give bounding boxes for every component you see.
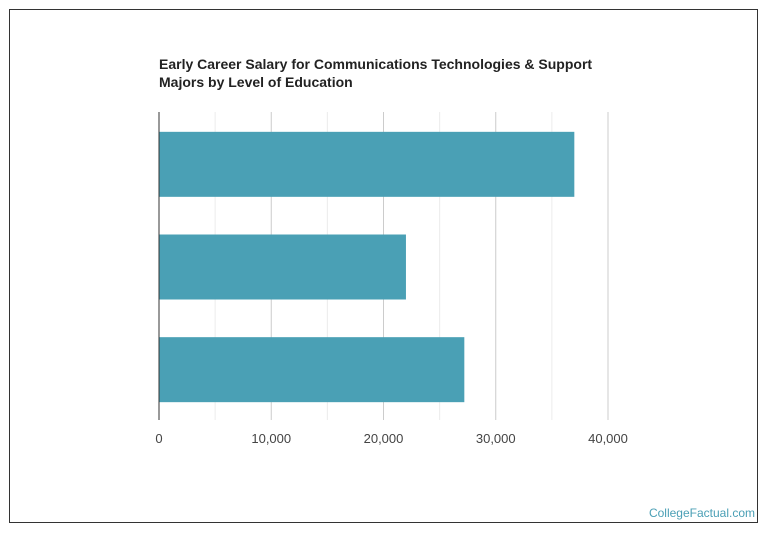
x-tick-label: 10,000 <box>251 431 291 446</box>
chart-title: Early Career Salary for Communications T… <box>159 55 619 91</box>
source-credit[interactable]: CollegeFactual.com <box>648 506 755 520</box>
bar <box>159 337 465 403</box>
x-tick-label: 0 <box>155 431 162 446</box>
bar <box>159 234 406 300</box>
chart-title-line-2: Majors by Level of Education <box>159 74 353 90</box>
bar <box>159 131 575 197</box>
x-tick-label: 30,000 <box>476 431 516 446</box>
x-tick-label: 20,000 <box>364 431 404 446</box>
chart-title-line-1: Early Career Salary for Communications T… <box>159 56 593 72</box>
x-tick-label: 40,000 <box>588 431 628 446</box>
